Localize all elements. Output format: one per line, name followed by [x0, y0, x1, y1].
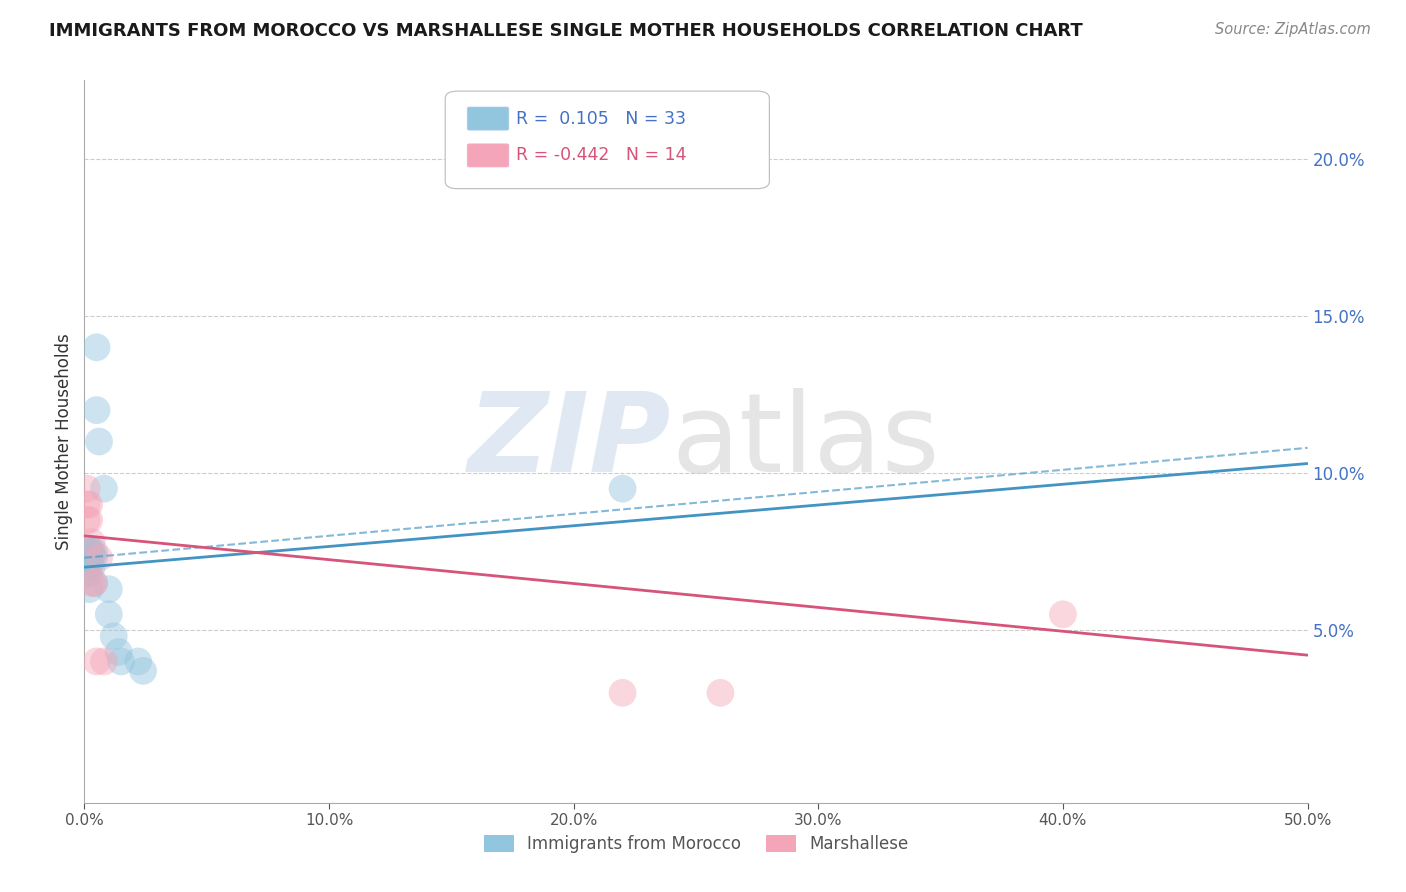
Point	[76, 554, 98, 568]
Point	[76, 550, 98, 565]
Text: R = -0.442   N = 14: R = -0.442 N = 14	[516, 146, 686, 164]
Point	[110, 655, 132, 669]
Point	[103, 629, 125, 643]
Point	[76, 513, 98, 527]
Point	[76, 548, 98, 562]
Point	[77, 554, 100, 568]
Point	[93, 655, 115, 669]
Point	[83, 550, 105, 565]
Y-axis label: Single Mother Households: Single Mother Households	[55, 334, 73, 549]
Point	[86, 655, 108, 669]
Point	[83, 575, 105, 590]
Point	[77, 544, 100, 558]
Point	[76, 557, 98, 571]
Point	[612, 482, 634, 496]
Point	[77, 566, 100, 581]
Text: Source: ZipAtlas.com: Source: ZipAtlas.com	[1215, 22, 1371, 37]
Point	[77, 582, 100, 597]
Point	[80, 550, 103, 565]
Point	[83, 544, 105, 558]
Point	[97, 607, 120, 622]
Point	[76, 497, 98, 511]
Point	[132, 664, 155, 678]
Point	[87, 434, 110, 449]
Point	[93, 482, 115, 496]
Point	[80, 575, 103, 590]
Point	[87, 550, 110, 565]
FancyBboxPatch shape	[467, 107, 509, 130]
Point	[77, 550, 100, 565]
Point	[77, 541, 100, 556]
Text: R =  0.105   N = 33: R = 0.105 N = 33	[516, 110, 686, 128]
Point	[80, 544, 103, 558]
Point	[612, 686, 634, 700]
Point	[97, 582, 120, 597]
Point	[86, 403, 108, 417]
Point	[76, 566, 98, 581]
Point	[76, 550, 98, 565]
Point	[76, 482, 98, 496]
Point	[77, 513, 100, 527]
Text: ZIP: ZIP	[468, 388, 672, 495]
Point	[80, 535, 103, 549]
Legend: Immigrants from Morocco, Marshallese: Immigrants from Morocco, Marshallese	[477, 828, 915, 860]
FancyBboxPatch shape	[446, 91, 769, 189]
Point	[77, 497, 100, 511]
Point	[80, 548, 103, 562]
Point	[107, 645, 129, 659]
Point	[1052, 607, 1074, 622]
Point	[127, 655, 149, 669]
Point	[83, 575, 105, 590]
Point	[86, 340, 108, 354]
Text: atlas: atlas	[672, 388, 941, 495]
Text: IMMIGRANTS FROM MOROCCO VS MARSHALLESE SINGLE MOTHER HOUSEHOLDS CORRELATION CHAR: IMMIGRANTS FROM MOROCCO VS MARSHALLESE S…	[49, 22, 1083, 40]
FancyBboxPatch shape	[467, 144, 509, 167]
Point	[709, 686, 731, 700]
Point	[76, 544, 98, 558]
Point	[76, 560, 98, 574]
Point	[80, 560, 103, 574]
